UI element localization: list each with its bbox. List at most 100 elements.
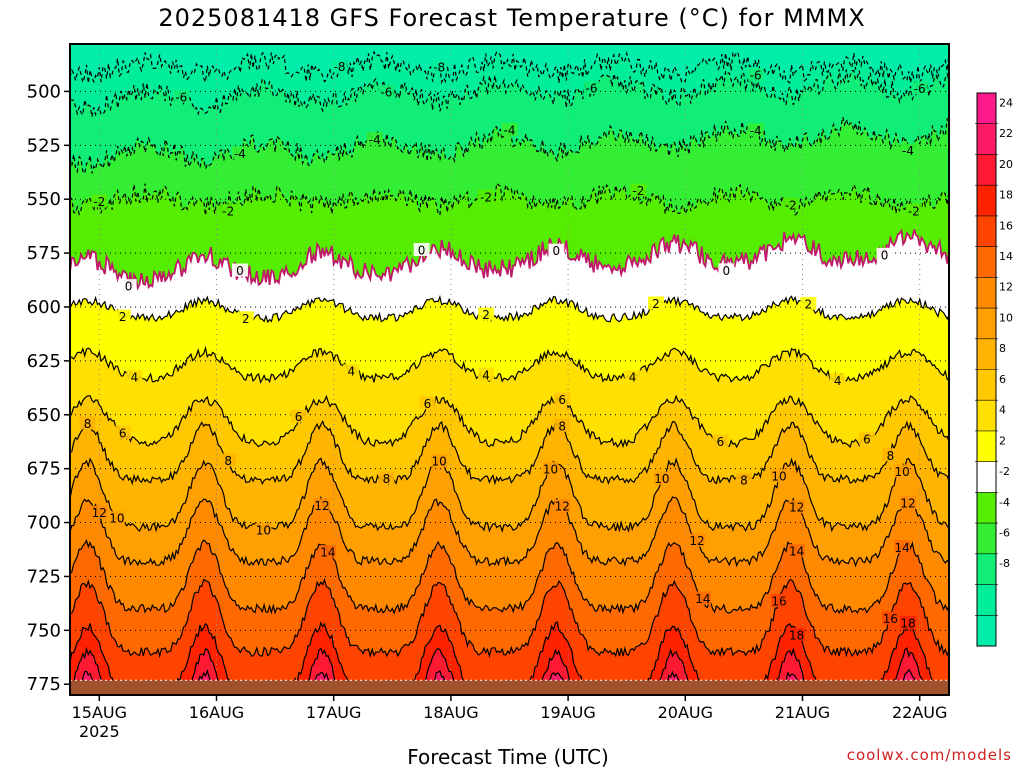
isotherm-16 — [70, 577, 949, 659]
isotherm-label-bg — [882, 448, 899, 462]
credit-link[interactable]: coolwx.com/models — [846, 746, 1012, 764]
isotherm-label: -4 — [234, 147, 246, 161]
colorbar-swatch — [977, 246, 996, 278]
y-tick-label: 625 — [27, 351, 61, 372]
isotherm-label: -2 — [632, 184, 644, 198]
isotherm-label-bg — [718, 263, 735, 277]
colorbar-swatch — [977, 461, 996, 493]
isotherm-label-bg — [366, 132, 383, 146]
isotherm-label-bg — [788, 500, 805, 514]
isotherm-label: 12 — [555, 500, 570, 514]
isotherm-12 — [70, 495, 949, 568]
isotherm-label-bg — [237, 311, 254, 325]
isotherm-label-bg — [735, 473, 752, 487]
isotherm-label-bg — [231, 263, 248, 277]
ground-surface — [70, 680, 949, 695]
x-tick-label: 22AUG — [892, 703, 947, 722]
isotherm-label-bg — [829, 373, 846, 387]
isotherm-label-bg — [126, 369, 143, 383]
colorbar-label: 10 — [999, 311, 1013, 324]
isotherm-label: 8 — [224, 454, 232, 468]
y-tick-label: 700 — [27, 513, 61, 534]
isotherm-label: 14 — [320, 546, 335, 560]
colorbar-label: 8 — [999, 342, 1006, 355]
isotherm-label: -2 — [785, 199, 797, 213]
y-tick-label: 675 — [27, 459, 61, 480]
isotherm-label: 14 — [695, 592, 710, 606]
x-tick-label: 17AUG — [306, 703, 361, 722]
y-tick-label: 750 — [27, 620, 61, 641]
colorbar-swatch — [977, 185, 996, 217]
isotherm-label-bg — [478, 189, 495, 203]
isotherm-14 — [70, 538, 949, 615]
isotherm-label: -8 — [334, 60, 346, 74]
isotherm-label-bg — [419, 396, 436, 410]
isotherm-label-bg — [114, 309, 131, 323]
colorbar-swatch — [977, 338, 996, 370]
isotherm-label: 2 — [652, 297, 660, 311]
isotherm-label: 16 — [771, 594, 786, 608]
isotherm-label: 16 — [883, 612, 898, 626]
isotherm-label-bg — [91, 505, 108, 519]
isotherm-label-bg — [478, 307, 495, 321]
isotherm-label-bg — [882, 611, 899, 625]
isotherm-label: -6 — [586, 82, 598, 96]
isotherm-label-bg — [290, 409, 307, 423]
isotherm-label: -6 — [380, 85, 392, 99]
isotherm-label-bg — [788, 627, 805, 641]
y-tick-label: 775 — [27, 674, 61, 695]
colorbar-label: 18 — [999, 189, 1013, 202]
y-tick-label: 725 — [27, 566, 61, 587]
isotherm-label-bg — [648, 296, 664, 310]
ground-layer — [70, 679, 949, 695]
isotherm-label-bg — [788, 544, 805, 558]
colorbar-label: -6 — [999, 526, 1010, 539]
isotherm-label: 4 — [131, 370, 139, 384]
colorbar-swatch — [977, 277, 996, 309]
isotherm-label-bg — [120, 279, 137, 293]
isotherm-label-bg — [255, 523, 272, 537]
fill-region-16 — [70, 579, 949, 695]
isotherm-label: 4 — [482, 368, 490, 382]
isotherm-label-bg — [782, 198, 799, 212]
isotherm-label-bg — [173, 89, 190, 103]
isotherm-label-bg — [899, 496, 916, 510]
isotherm-label: 4 — [834, 374, 842, 388]
isotherm-label: 6 — [424, 397, 432, 411]
isotherm-label: 8 — [740, 474, 748, 488]
isotherm-label-bg — [548, 243, 565, 257]
isotherm-label: 6 — [558, 393, 566, 407]
isotherm-label-bg — [554, 392, 571, 406]
isotherm-label-bg — [554, 499, 571, 513]
colorbar-swatch — [977, 154, 996, 186]
isotherm-label: 8 — [558, 419, 566, 433]
isotherm--6 — [70, 68, 949, 117]
isotherm-label-bg — [876, 247, 893, 261]
colorbar-frame — [976, 92, 997, 647]
isotherm-label-bg — [712, 434, 729, 448]
isotherm-label: 0 — [722, 264, 730, 278]
isotherm-label-bg — [694, 591, 711, 605]
colorbar-label: 22 — [999, 127, 1013, 140]
isotherm-label: 18 — [789, 628, 804, 642]
colorbar-swatch — [977, 584, 996, 616]
isotherm-label-bg — [800, 296, 817, 310]
isotherm-label: 2 — [805, 297, 813, 311]
isotherm-label: 12 — [900, 497, 915, 511]
y-tick-label: 550 — [27, 189, 61, 210]
isotherm-label: 8 — [383, 472, 391, 486]
isotherm-label: -6 — [914, 82, 926, 96]
isotherm-label-bg — [771, 469, 788, 483]
isotherm-label: 10 — [109, 512, 124, 526]
grid-layer — [70, 44, 949, 695]
colorbar: 24 22 20 18 16 14 12 10 8 6 4 2 -2 -4 -6 -8 — [975, 92, 1013, 647]
isotherm-label-bg — [624, 370, 641, 384]
isotherm-label: 4 — [347, 365, 355, 379]
isotherm-label: 4 — [629, 371, 637, 385]
colorbar-swatch — [977, 369, 996, 401]
isotherm-label-bg — [858, 432, 875, 446]
isotherm-label-bg — [378, 84, 395, 98]
colorbar-label: 16 — [999, 219, 1013, 232]
